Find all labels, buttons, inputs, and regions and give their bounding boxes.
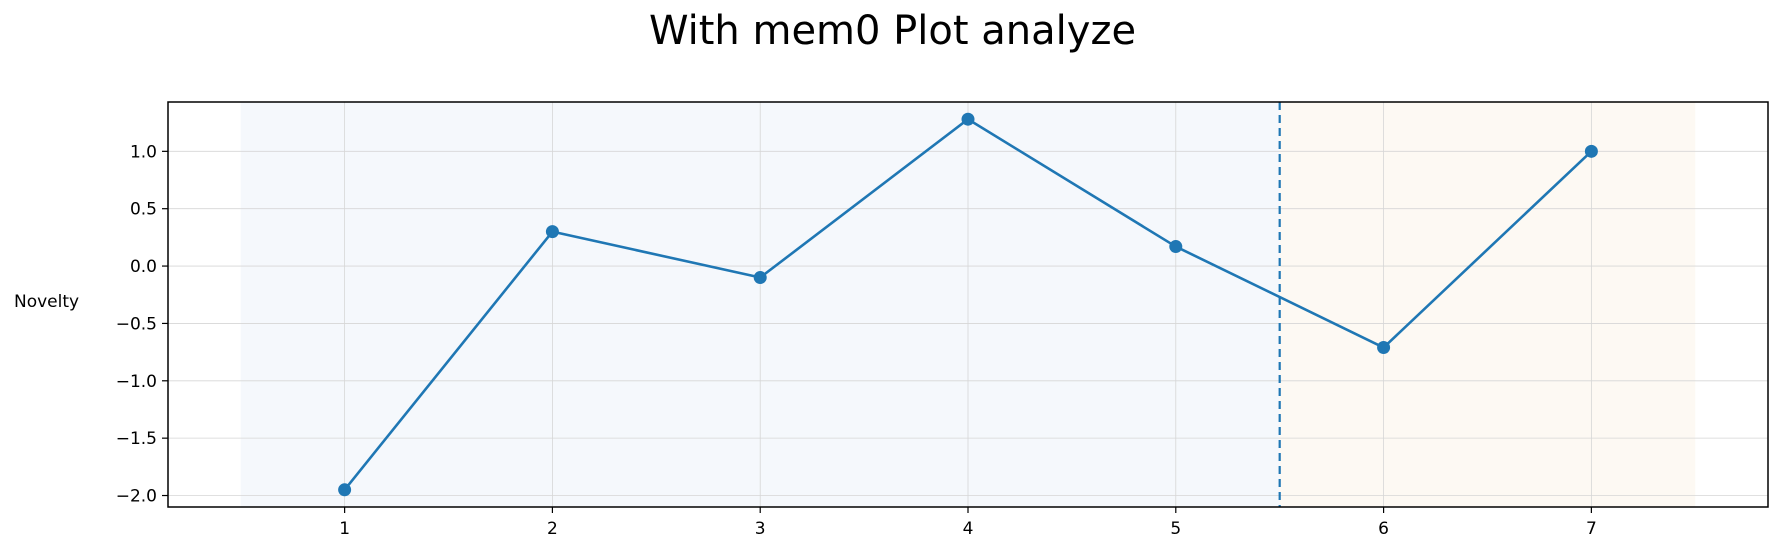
- y-axis-label: Novelty: [14, 292, 80, 312]
- y-tick-label: 0.5: [130, 200, 157, 220]
- y-tick-label: −1.5: [116, 429, 157, 449]
- data-point-3: [753, 271, 767, 285]
- y-tick-label: 0.0: [130, 257, 157, 277]
- data-point-7: [1584, 144, 1598, 158]
- x-tick-label: 5: [1170, 519, 1181, 539]
- axis-ticks: 1 2 3 4 5 6 7 1.0 0.5 0.0 −0.5 −1.0 −1.5 −2.0: [116, 142, 1597, 539]
- chart-title: With mem0 Plot analyze: [648, 8, 1137, 54]
- x-tick-label: 7: [1586, 519, 1597, 539]
- x-tick-label: 2: [547, 519, 558, 539]
- series-group: [338, 112, 1598, 497]
- y-tick-label: 1.0: [130, 142, 157, 162]
- grid-lines: [168, 102, 1768, 507]
- x-tick-label: 6: [1378, 519, 1389, 539]
- data-point-4: [961, 112, 975, 126]
- data-point-1: [338, 483, 352, 497]
- shaded-region-2: [1279, 102, 1696, 507]
- data-point-2: [545, 225, 559, 239]
- x-tick-label: 3: [755, 519, 766, 539]
- data-point-5: [1169, 240, 1183, 254]
- x-tick-label: 4: [963, 519, 974, 539]
- y-tick-label: −2.0: [116, 487, 157, 507]
- data-point-6: [1377, 341, 1391, 355]
- x-tick-label: 1: [339, 519, 350, 539]
- y-tick-label: −1.0: [116, 372, 157, 392]
- y-tick-label: −0.5: [116, 314, 157, 334]
